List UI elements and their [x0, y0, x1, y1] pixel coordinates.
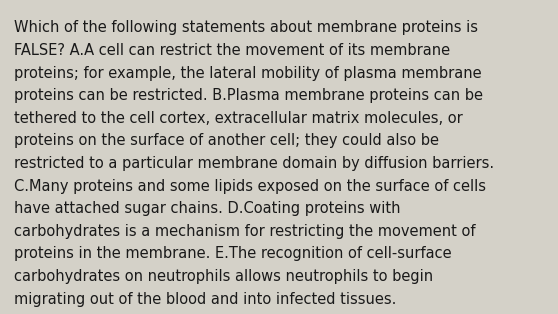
Text: migrating out of the blood and into infected tissues.: migrating out of the blood and into infe…	[14, 292, 396, 307]
Text: tethered to the cell cortex, extracellular matrix molecules, or: tethered to the cell cortex, extracellul…	[14, 111, 463, 126]
Text: carbohydrates on neutrophils allows neutrophils to begin: carbohydrates on neutrophils allows neut…	[14, 269, 433, 284]
Text: C.Many proteins and some lipids exposed on the surface of cells: C.Many proteins and some lipids exposed …	[14, 179, 486, 194]
Text: carbohydrates is a mechanism for restricting the movement of: carbohydrates is a mechanism for restric…	[14, 224, 475, 239]
Text: have attached sugar chains. D.Coating proteins with: have attached sugar chains. D.Coating pr…	[14, 201, 401, 216]
Text: restricted to a particular membrane domain by diffusion barriers.: restricted to a particular membrane doma…	[14, 156, 494, 171]
Text: proteins can be restricted. B.Plasma membrane proteins can be: proteins can be restricted. B.Plasma mem…	[14, 88, 483, 103]
Text: Which of the following statements about membrane proteins is: Which of the following statements about …	[14, 20, 478, 35]
Text: FALSE? A.A cell can restrict the movement of its membrane: FALSE? A.A cell can restrict the movemen…	[14, 43, 450, 58]
Text: proteins; for example, the lateral mobility of plasma membrane: proteins; for example, the lateral mobil…	[14, 66, 482, 81]
Text: proteins on the surface of another cell; they could also be: proteins on the surface of another cell;…	[14, 133, 439, 149]
Text: proteins in the membrane. E.The recognition of cell-surface: proteins in the membrane. E.The recognit…	[14, 246, 451, 262]
